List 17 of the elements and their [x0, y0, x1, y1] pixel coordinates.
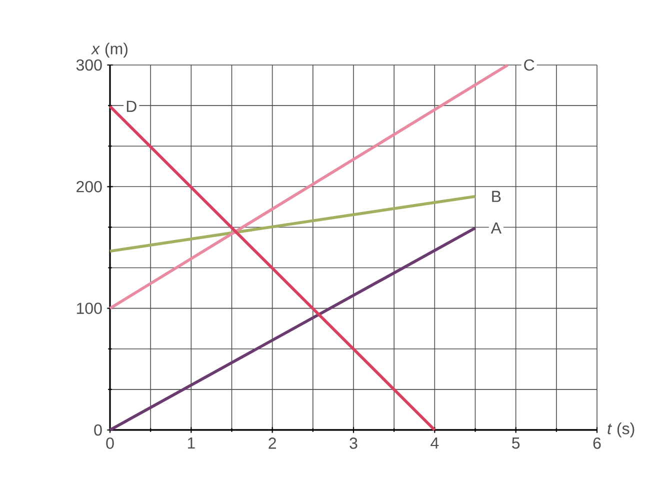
x-tick-label: 5	[512, 438, 520, 449]
x-tick-label: 0	[106, 438, 114, 449]
y-axis-title: x (m)	[90, 42, 128, 58]
y-tick-label: 100	[76, 302, 102, 314]
x-tick-label: 1	[188, 438, 195, 449]
series-label: B	[492, 190, 501, 202]
y-tick-label: 300	[76, 59, 102, 71]
y-tick-label: 0	[94, 424, 102, 436]
series-label: D	[126, 100, 136, 112]
x-tick-label: 6	[593, 438, 601, 449]
x-tick-label: 3	[350, 438, 358, 449]
series-label: A	[490, 222, 502, 234]
x-tick-label: 4	[430, 438, 439, 449]
y-tick-label: 200	[76, 181, 102, 192]
series-label: C	[524, 59, 534, 71]
x-axis-title: t (s)	[608, 422, 634, 438]
x-tick-label: 2	[268, 438, 276, 449]
